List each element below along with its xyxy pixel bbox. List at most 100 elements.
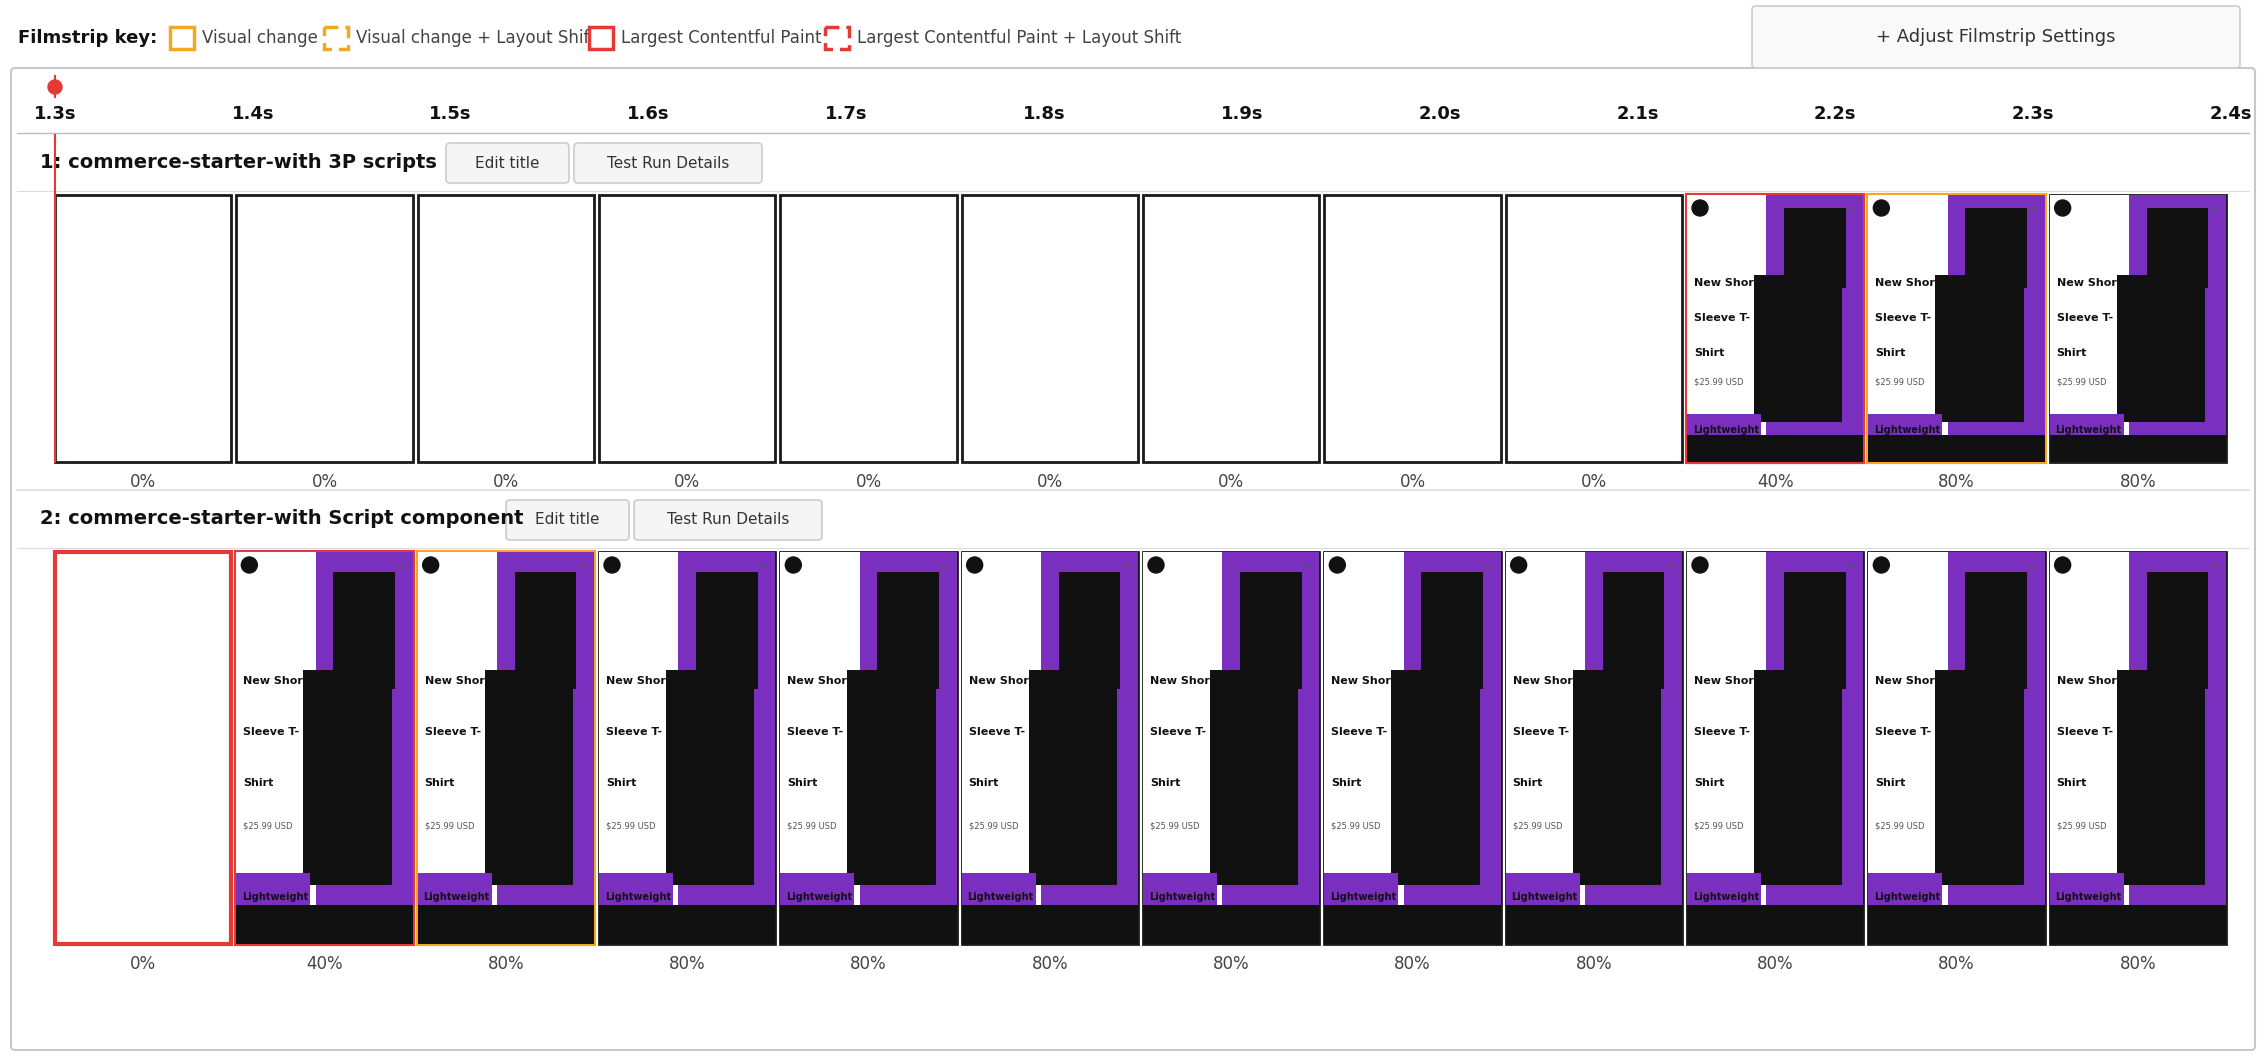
Bar	[1210, 669, 1298, 885]
Text: $25.99 USD: $25.99 USD	[1332, 822, 1380, 831]
Text: $25.99 USD: $25.99 USD	[1695, 377, 1743, 387]
Text: Lightweight: Lightweight	[2055, 425, 2121, 435]
Text: Lightweight: Lightweight	[1511, 892, 1577, 902]
Text: 80%: 80%	[2119, 473, 2157, 491]
Bar	[1398, 552, 1500, 944]
Text: ≡: ≡	[1122, 561, 1131, 571]
Bar	[1686, 552, 1863, 944]
Text: Lightweight: Lightweight	[424, 892, 489, 902]
Bar	[236, 904, 412, 944]
Text: New Short: New Short	[1151, 677, 1215, 686]
Text: 80%: 80%	[1937, 473, 1974, 491]
Text: 1.8s: 1.8s	[1022, 105, 1065, 123]
Bar	[673, 552, 775, 944]
Bar	[847, 669, 936, 885]
Text: 0%: 0%	[1219, 473, 1244, 491]
Text: Shirt: Shirt	[2058, 778, 2087, 788]
Text: Shirt: Shirt	[1514, 778, 1543, 788]
Text: New Short: New Short	[1695, 677, 1758, 686]
Text: $25.99 USD: $25.99 USD	[424, 822, 474, 831]
Text: 0%: 0%	[1582, 473, 1607, 491]
Text: 80%: 80%	[2119, 955, 2157, 973]
Text: $25.99 USD: $25.99 USD	[1695, 822, 1743, 831]
Text: Sleeve T-: Sleeve T-	[1876, 313, 1931, 323]
Circle shape	[1330, 557, 1346, 573]
Bar	[1142, 195, 1319, 462]
Bar	[1142, 552, 1221, 913]
Text: Test Run Details: Test Run Details	[607, 156, 730, 171]
Text: Shirt: Shirt	[1876, 348, 1906, 357]
Text: 80%: 80%	[1575, 955, 1611, 973]
Bar	[236, 195, 412, 462]
Bar	[961, 195, 1138, 462]
Bar	[2051, 435, 2225, 462]
Bar	[417, 195, 594, 462]
Bar	[236, 874, 310, 944]
Text: $25.99 USD: $25.99 USD	[1514, 822, 1561, 831]
FancyBboxPatch shape	[573, 143, 761, 183]
Text: 80%: 80%	[487, 955, 523, 973]
Bar	[1754, 669, 1842, 885]
Bar	[417, 552, 496, 913]
Bar	[1029, 669, 1117, 885]
Text: 2.4s: 2.4s	[2209, 105, 2252, 123]
Bar	[1505, 552, 1681, 944]
Text: $25.99 USD: $25.99 USD	[242, 822, 292, 831]
Text: Test Run Details: Test Run Details	[666, 512, 789, 527]
Bar	[324, 27, 349, 48]
Bar	[1869, 195, 1949, 441]
Circle shape	[2055, 557, 2071, 573]
Bar	[514, 571, 576, 689]
Text: Sleeve T-: Sleeve T-	[1332, 727, 1387, 738]
Text: New Short: New Short	[968, 677, 1033, 686]
Bar	[780, 552, 956, 944]
Circle shape	[424, 557, 440, 573]
Text: 1.7s: 1.7s	[825, 105, 868, 123]
Bar	[1783, 209, 1847, 289]
Bar	[1869, 552, 2044, 944]
Bar	[1142, 874, 1217, 944]
Bar	[1323, 552, 1500, 944]
Text: New Short: New Short	[605, 677, 671, 686]
Text: 0%: 0%	[129, 473, 156, 491]
Bar	[1942, 552, 2044, 944]
Bar	[54, 195, 231, 462]
Text: ≡: ≡	[578, 561, 587, 571]
Text: Shirt: Shirt	[1876, 778, 1906, 788]
Text: 1.5s: 1.5s	[428, 105, 471, 123]
Text: 40%: 40%	[306, 955, 342, 973]
Text: 80%: 80%	[1937, 955, 1974, 973]
Text: Shirt: Shirt	[1332, 778, 1362, 788]
Text: New Short: New Short	[786, 677, 852, 686]
Bar	[1965, 209, 2028, 289]
Bar	[1761, 195, 1863, 462]
Bar	[1217, 552, 1319, 944]
Text: Sleeve T-: Sleeve T-	[1151, 727, 1206, 738]
Text: 1.4s: 1.4s	[231, 105, 274, 123]
Text: ≡: ≡	[1847, 204, 1856, 214]
Bar	[1579, 552, 1681, 944]
Text: New Short: New Short	[1332, 677, 1396, 686]
Circle shape	[1874, 200, 1890, 216]
Text: Sleeve T-: Sleeve T-	[1695, 727, 1749, 738]
Bar	[2146, 209, 2209, 289]
Text: 0%: 0%	[129, 955, 156, 973]
Bar	[1142, 904, 1319, 944]
Text: ≡: ≡	[2028, 561, 2037, 571]
Text: $25.99 USD: $25.99 USD	[2058, 377, 2105, 387]
Text: New Short: New Short	[1876, 677, 1940, 686]
Bar	[1869, 414, 1942, 462]
Bar	[1686, 874, 1761, 944]
Bar	[961, 552, 1138, 944]
Text: Largest Contentful Paint: Largest Contentful Paint	[621, 30, 823, 47]
Text: Shirt: Shirt	[242, 778, 274, 788]
Bar	[1869, 195, 2044, 462]
Bar	[2123, 552, 2225, 944]
Text: 1.9s: 1.9s	[1221, 105, 1262, 123]
Bar	[1686, 195, 1863, 462]
Bar	[2051, 552, 2225, 944]
Text: Lightweight: Lightweight	[1330, 892, 1396, 902]
Bar	[780, 195, 956, 462]
Circle shape	[242, 557, 258, 573]
Bar	[1391, 669, 1480, 885]
